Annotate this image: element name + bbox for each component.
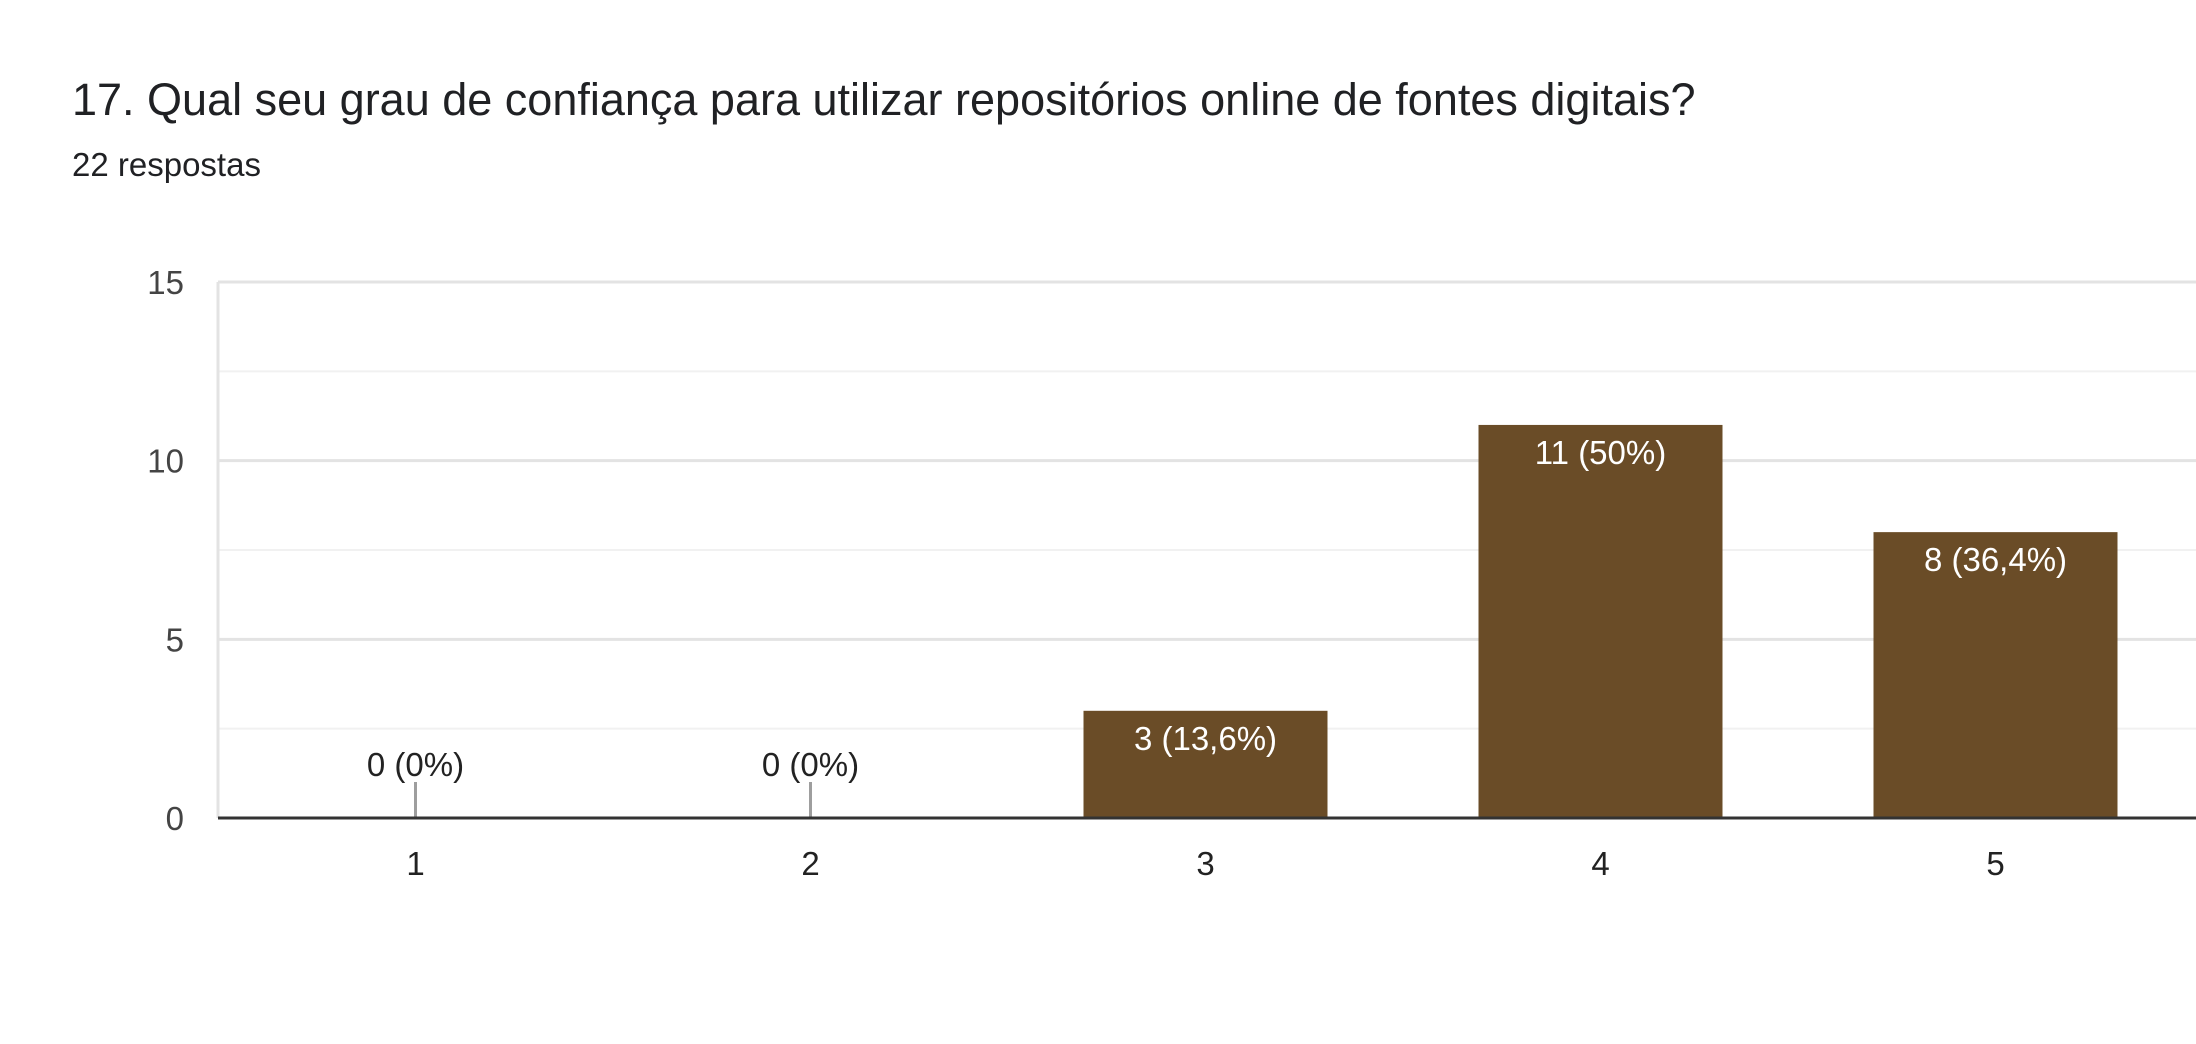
y-tick-label: 5 bbox=[166, 621, 184, 658]
y-tick-label: 0 bbox=[166, 800, 184, 837]
data-label: 11 (50%) bbox=[1535, 434, 1666, 471]
data-labels: 0 (0%) 0 (0%) 3 (13,6%) 11 (50%) 8 (36,4%) bbox=[367, 434, 2067, 783]
y-axis-ticks: 0 5 10 15 bbox=[147, 264, 184, 837]
response-count: 22 respostas bbox=[72, 146, 261, 183]
bar bbox=[1478, 424, 1723, 818]
bar bbox=[1873, 532, 2118, 818]
grid-lines bbox=[216, 280, 2196, 818]
x-tick-label: 3 bbox=[1196, 845, 1214, 882]
x-tick-label: 2 bbox=[801, 845, 819, 882]
bar bbox=[1083, 710, 1328, 818]
question-title: 17. Qual seu grau de confiança para util… bbox=[72, 74, 1696, 125]
x-axis-labels: 1 2 3 4 5 bbox=[406, 845, 2004, 882]
data-label: 0 (0%) bbox=[367, 746, 464, 783]
data-label: 0 (0%) bbox=[762, 746, 859, 783]
x-tick-label: 1 bbox=[406, 845, 424, 882]
x-tick-label: 4 bbox=[1591, 845, 1609, 882]
y-tick-label: 15 bbox=[147, 264, 184, 301]
x-tick-label: 5 bbox=[1986, 845, 2004, 882]
y-tick-label: 10 bbox=[147, 443, 184, 480]
data-label: 8 (36,4%) bbox=[1924, 541, 2067, 578]
data-label: 3 (13,6%) bbox=[1134, 720, 1277, 757]
bars bbox=[414, 424, 2118, 818]
